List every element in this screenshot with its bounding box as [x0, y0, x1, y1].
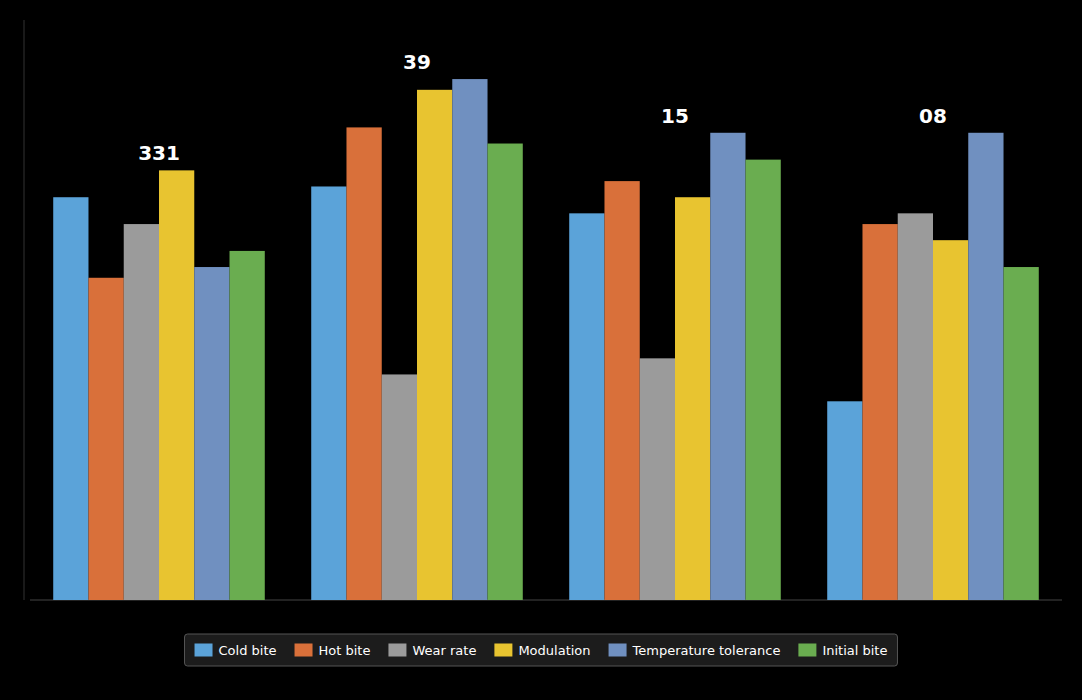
legend-swatch: [295, 644, 313, 657]
bar: [640, 358, 675, 600]
bar: [569, 213, 604, 600]
bar: [675, 197, 710, 600]
bar: [452, 79, 487, 600]
category-label: 08: [919, 104, 947, 128]
legend-label: Hot bite: [319, 643, 371, 658]
category-label: 39: [403, 50, 431, 74]
bar: [230, 251, 265, 600]
bar: [488, 144, 523, 600]
legend-swatch: [195, 644, 213, 657]
bar: [710, 133, 745, 600]
bars: [53, 79, 1039, 600]
category-label: 15: [661, 104, 689, 128]
bar: [933, 240, 968, 600]
legend-label: Initial bite: [822, 643, 887, 658]
bar: [346, 127, 381, 600]
bar: [898, 213, 933, 600]
bar: [382, 374, 417, 600]
legend-swatch: [494, 644, 512, 657]
legend-swatch: [609, 644, 627, 657]
bar: [746, 160, 781, 600]
category-label: 331: [138, 141, 180, 165]
legend-label: Cold bite: [219, 643, 277, 658]
legend: Cold bite Hot bite Wear rate Modulation Temp…: [185, 634, 898, 666]
bar: [1004, 267, 1039, 600]
legend-label: Temperature tolerance: [632, 643, 781, 658]
bar: [604, 181, 639, 600]
background: [0, 0, 1082, 700]
bar: [862, 224, 897, 600]
bar: [124, 224, 159, 600]
legend-frame: [185, 634, 898, 666]
bar: [194, 267, 229, 600]
bar: [968, 133, 1003, 600]
legend-label: Wear rate: [412, 643, 476, 658]
group-labels: 331 39 15 08: [138, 50, 947, 165]
bar: [827, 401, 862, 600]
chart-container: 331 39 15 08 Cold bite Hot bite Wear rate Modul…: [0, 0, 1082, 700]
bar: [53, 197, 88, 600]
y-axis-line: [24, 20, 25, 600]
legend-swatch: [798, 644, 816, 657]
chart: 331 39 15 08 Cold bite Hot bite Wear rate Modul…: [0, 0, 1082, 700]
bar: [417, 90, 452, 600]
bar: [159, 170, 194, 600]
bar: [311, 186, 346, 600]
legend-label: Modulation: [518, 643, 590, 658]
legend-swatch: [388, 644, 406, 657]
bar: [88, 278, 123, 600]
